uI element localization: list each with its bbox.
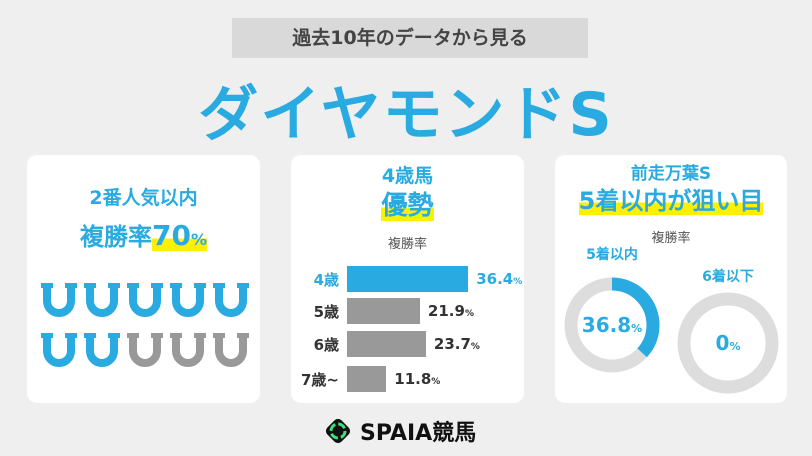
bar-category-label: 6歳 bbox=[313, 335, 339, 354]
horseshoe-icon bbox=[82, 333, 125, 375]
bar-value-label: 11.8% bbox=[394, 370, 441, 388]
donut-value-label: 36.8% bbox=[582, 313, 642, 337]
card3-heading: 前走万葉S bbox=[630, 164, 712, 184]
horseshoe-icon bbox=[39, 333, 82, 375]
bar bbox=[347, 266, 469, 292]
bar-value-label: 21.9% bbox=[427, 302, 474, 320]
bar-row: 7歳~ 11.8% bbox=[291, 366, 440, 392]
bar-category-label: 4歳 bbox=[313, 270, 339, 289]
bar-category-label: 5歳 bbox=[313, 302, 339, 321]
card1-heading: 2番人気以内 bbox=[89, 187, 198, 209]
spaia-logo-icon bbox=[325, 418, 351, 444]
horseshoe-icon bbox=[39, 283, 82, 325]
card-popularity: 2番人気以内 複勝率70% bbox=[27, 155, 260, 403]
card2-heading: 4歳馬 bbox=[381, 165, 434, 187]
spaia-logo: SPAIA競馬 bbox=[324, 415, 476, 447]
bar-row: 4歳 36.4% bbox=[291, 266, 522, 292]
horseshoe-icon bbox=[211, 283, 254, 325]
bar bbox=[347, 298, 420, 324]
bar-value-label: 23.7% bbox=[433, 335, 480, 353]
subtitle-banner: 過去10年のデータから見る bbox=[232, 18, 588, 58]
donut-category-label: 6着以下 bbox=[702, 268, 754, 285]
donut-value-label: 0% bbox=[716, 331, 741, 355]
card3-emphasis: 5着以内が狙い目 bbox=[578, 187, 764, 215]
horseshoe-icon bbox=[125, 333, 168, 375]
card2-emphasis: 優勢 bbox=[381, 191, 434, 221]
horseshoe-grid bbox=[39, 283, 251, 375]
donut-track bbox=[677, 292, 779, 394]
chart-label: 複勝率 bbox=[651, 231, 691, 246]
donut-segment bbox=[564, 277, 660, 373]
horseshoe-icon bbox=[82, 283, 125, 325]
bar bbox=[347, 366, 387, 392]
horseshoe-icon bbox=[168, 333, 211, 375]
bar bbox=[347, 331, 426, 357]
bar-category-label: 7歳~ bbox=[300, 370, 339, 389]
bar-row: 6歳 23.7% bbox=[291, 331, 480, 357]
card-prev-race: 前走万葉S 5着以内が狙い目 複勝率 5着以内 36.8% 6着以下 0% bbox=[555, 155, 787, 403]
metric-label: 複勝率 bbox=[80, 223, 152, 251]
donut-charts: 5着以内 36.8% 6着以下 0% bbox=[564, 246, 779, 394]
card1-metric: 複勝率70% bbox=[27, 217, 260, 252]
chart-label: 複勝率 bbox=[387, 237, 427, 252]
logo-text: SPAIA競馬 bbox=[360, 421, 477, 446]
donut-category-label: 5着以内 bbox=[586, 246, 638, 263]
bar-value-label: 36.4% bbox=[476, 270, 523, 288]
horseshoe-icon bbox=[168, 283, 211, 325]
horseshoe-icon bbox=[125, 283, 168, 325]
horseshoe-icon bbox=[211, 333, 254, 375]
page-title: ダイヤモンドS bbox=[198, 80, 614, 150]
bar-row: 5歳 21.9% bbox=[291, 298, 474, 324]
card-age: 4歳馬 優勢 複勝率 4歳 36.4% 5歳 21.9% 6歳 23.7% 7歳~ 11.8% bbox=[291, 155, 524, 403]
metric-unit: % bbox=[190, 230, 207, 249]
metric-value: 70 bbox=[152, 219, 191, 252]
